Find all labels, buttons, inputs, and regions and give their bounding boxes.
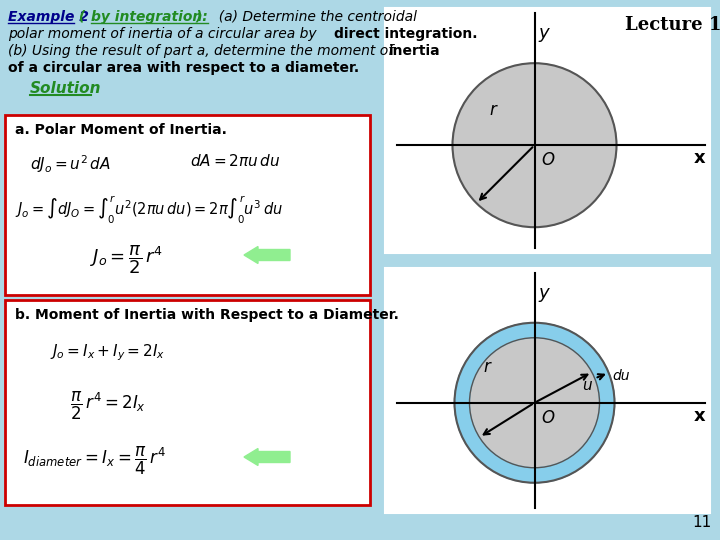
Text: y: y xyxy=(539,24,549,42)
Text: x: x xyxy=(694,149,706,167)
Text: (: ( xyxy=(74,10,90,24)
Text: r: r xyxy=(483,357,490,376)
Text: (a) Determine the centroidal: (a) Determine the centroidal xyxy=(210,10,417,24)
Text: by integration: by integration xyxy=(91,10,202,24)
Text: inertia: inertia xyxy=(389,44,441,58)
FancyArrow shape xyxy=(244,246,290,264)
Text: Lecture 10: Lecture 10 xyxy=(625,16,720,34)
FancyArrow shape xyxy=(244,449,290,465)
Text: Solution: Solution xyxy=(30,81,102,96)
Bar xyxy=(385,268,710,513)
Circle shape xyxy=(454,323,614,483)
Text: u: u xyxy=(582,378,592,393)
Text: $J_o = I_x + I_y = 2I_x$: $J_o = I_x + I_y = 2I_x$ xyxy=(50,342,166,362)
Text: O: O xyxy=(541,409,554,427)
Text: of a circular area with respect to a diameter.: of a circular area with respect to a dia… xyxy=(8,61,359,75)
Text: $dJ_o = u^2\,dA$: $dJ_o = u^2\,dA$ xyxy=(30,153,111,175)
Text: O: O xyxy=(541,151,554,169)
Text: $I_{diameter} = I_x = \dfrac{\pi}{4}\,r^4$: $I_{diameter} = I_x = \dfrac{\pi}{4}\,r^… xyxy=(23,445,166,477)
Circle shape xyxy=(452,63,616,227)
Text: $dA = 2\pi u\,du$: $dA = 2\pi u\,du$ xyxy=(190,153,281,169)
Text: a. Polar Moment of Inertia.: a. Polar Moment of Inertia. xyxy=(15,123,227,137)
Text: y: y xyxy=(539,284,549,302)
Text: Example 2: Example 2 xyxy=(8,10,89,24)
Bar xyxy=(385,8,710,253)
Text: x: x xyxy=(694,407,706,425)
Text: direct integration.: direct integration. xyxy=(334,27,477,41)
Text: $\dfrac{\pi}{2}\,r^4 = 2I_x$: $\dfrac{\pi}{2}\,r^4 = 2I_x$ xyxy=(70,390,146,422)
Wedge shape xyxy=(454,323,614,483)
Text: 11: 11 xyxy=(693,515,712,530)
Text: b. Moment of Inertia with Respect to a Diameter.: b. Moment of Inertia with Respect to a D… xyxy=(15,308,399,322)
Text: $J_o = \dfrac{\pi}{2}\,r^4$: $J_o = \dfrac{\pi}{2}\,r^4$ xyxy=(90,243,163,275)
Text: $J_o = \int dJ_O = \int_0^r u^2(2\pi u\,du) = 2\pi\int_0^r u^3\,du$: $J_o = \int dJ_O = \int_0^r u^2(2\pi u\,… xyxy=(15,193,283,225)
Text: ):: ): xyxy=(191,10,208,24)
Text: polar moment of inertia of a circular area by: polar moment of inertia of a circular ar… xyxy=(8,27,321,41)
Text: r: r xyxy=(489,101,496,119)
Text: (b) Using the result of part a, determine the moment of: (b) Using the result of part a, determin… xyxy=(8,44,397,58)
Text: du: du xyxy=(613,369,630,383)
Bar xyxy=(5,115,370,295)
Bar xyxy=(5,300,370,505)
